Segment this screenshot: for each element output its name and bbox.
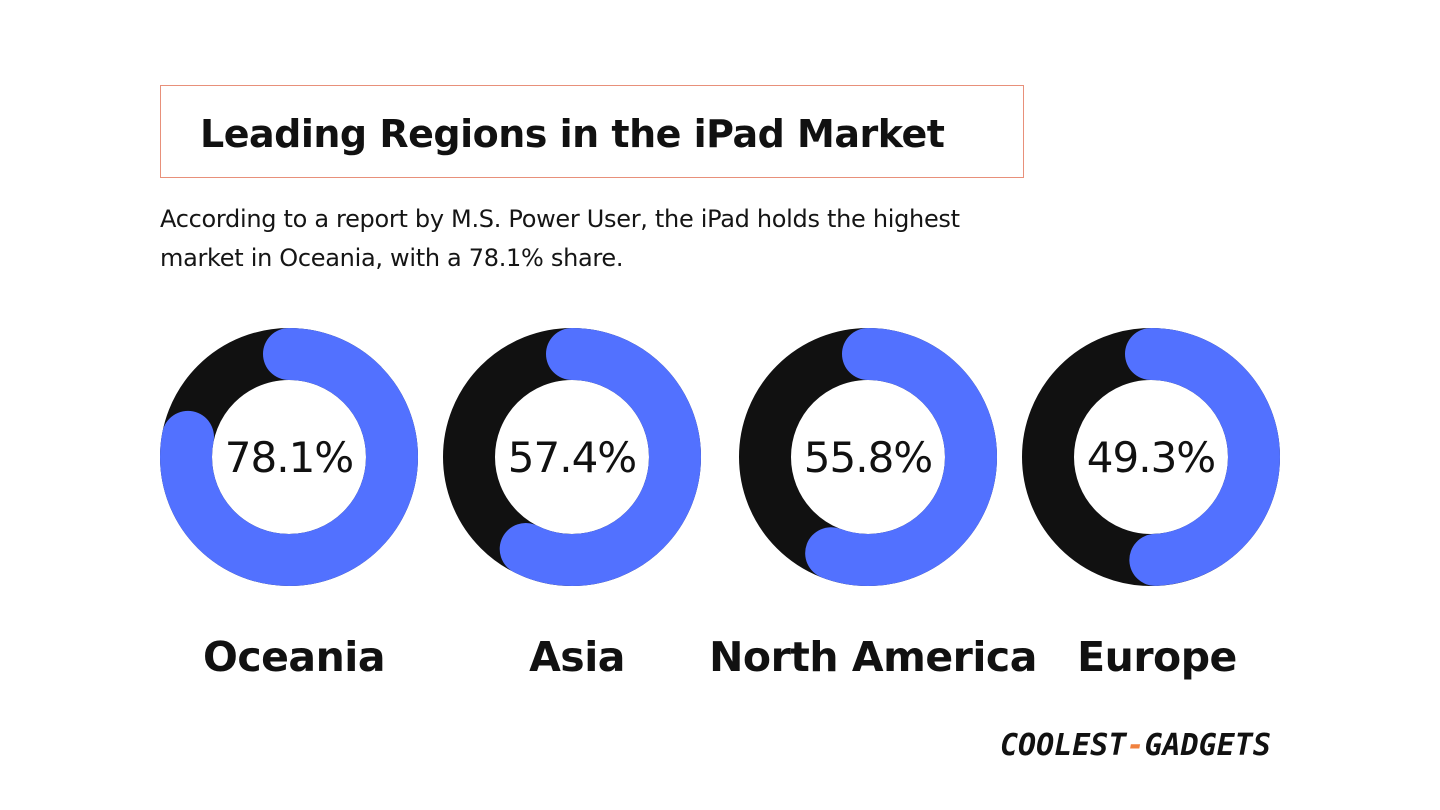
donut-svg-europe bbox=[1022, 328, 1280, 586]
category-label-north-america: North America bbox=[709, 633, 1037, 681]
donut-svg-asia bbox=[443, 328, 701, 586]
logo-text-part1: COOLEST bbox=[1000, 728, 1127, 763]
value-label-north-america: 55.8% bbox=[803, 432, 933, 482]
donut-share-arc-europe bbox=[1022, 328, 1280, 586]
donut-oceania: 78.1% bbox=[160, 328, 418, 586]
logo-text-part2: GADGETS bbox=[1144, 728, 1271, 763]
logo-dash: - bbox=[1126, 728, 1145, 763]
title-box: Leading Regions in the iPad Market bbox=[160, 85, 1024, 178]
chart-title: Leading Regions in the iPad Market bbox=[200, 112, 945, 156]
donut-svg-oceania bbox=[160, 328, 418, 586]
donut-share-arc-asia bbox=[443, 328, 701, 586]
value-label-europe: 49.3% bbox=[1086, 432, 1216, 482]
value-label-asia: 57.4% bbox=[507, 432, 637, 482]
donut-asia: 57.4% bbox=[443, 328, 701, 586]
subtitle-line-2: market in Oceania, with a 78.1% share. bbox=[160, 244, 624, 272]
brand-logo: COOLEST-GADGETS bbox=[1000, 724, 1360, 768]
category-label-asia: Asia bbox=[529, 633, 625, 681]
value-label-oceania: 78.1% bbox=[224, 432, 354, 482]
donut-share-arc-north-america bbox=[739, 328, 997, 586]
donut-share-arc-oceania bbox=[160, 328, 418, 586]
chart-subtitle: According to a report by M.S. Power User… bbox=[160, 200, 1060, 278]
category-label-oceania: Oceania bbox=[202, 633, 386, 681]
donut-north-america: 55.8% bbox=[739, 328, 997, 586]
donut-europe: 49.3% bbox=[1022, 328, 1280, 586]
category-label-europe: Europe bbox=[1077, 633, 1237, 681]
subtitle-line-1: According to a report by M.S. Power User… bbox=[160, 205, 960, 233]
donut-svg-north-america bbox=[739, 328, 997, 586]
